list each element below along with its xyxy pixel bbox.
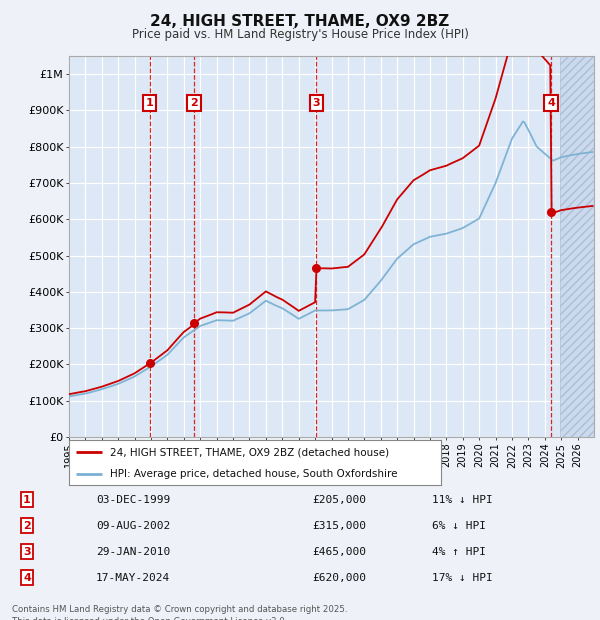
Text: 6% ↓ HPI: 6% ↓ HPI (432, 521, 486, 531)
Text: 17-MAY-2024: 17-MAY-2024 (96, 573, 170, 583)
Text: £315,000: £315,000 (312, 521, 366, 531)
Text: 24, HIGH STREET, THAME, OX9 2BZ: 24, HIGH STREET, THAME, OX9 2BZ (151, 14, 449, 29)
Text: 11% ↓ HPI: 11% ↓ HPI (432, 495, 493, 505)
Text: 17% ↓ HPI: 17% ↓ HPI (432, 573, 493, 583)
Text: 03-DEC-1999: 03-DEC-1999 (96, 495, 170, 505)
Text: 4: 4 (547, 98, 555, 108)
Text: 1: 1 (146, 98, 154, 108)
Text: £465,000: £465,000 (312, 547, 366, 557)
Text: 4% ↑ HPI: 4% ↑ HPI (432, 547, 486, 557)
Bar (560, 56, 594, 437)
Text: 1: 1 (23, 495, 31, 505)
Text: 29-JAN-2010: 29-JAN-2010 (96, 547, 170, 557)
Text: 3: 3 (23, 547, 31, 557)
Text: 09-AUG-2002: 09-AUG-2002 (96, 521, 170, 531)
Text: 2: 2 (23, 521, 31, 531)
Text: 2: 2 (190, 98, 198, 108)
Text: Contains HM Land Registry data © Crown copyright and database right 2025.
This d: Contains HM Land Registry data © Crown c… (12, 604, 347, 620)
Text: 3: 3 (313, 98, 320, 108)
Text: Price paid vs. HM Land Registry's House Price Index (HPI): Price paid vs. HM Land Registry's House … (131, 28, 469, 41)
Text: £205,000: £205,000 (312, 495, 366, 505)
Text: 24, HIGH STREET, THAME, OX9 2BZ (detached house): 24, HIGH STREET, THAME, OX9 2BZ (detache… (110, 447, 389, 458)
Text: 4: 4 (23, 573, 31, 583)
Text: £620,000: £620,000 (312, 573, 366, 583)
Text: HPI: Average price, detached house, South Oxfordshire: HPI: Average price, detached house, Sout… (110, 469, 397, 479)
